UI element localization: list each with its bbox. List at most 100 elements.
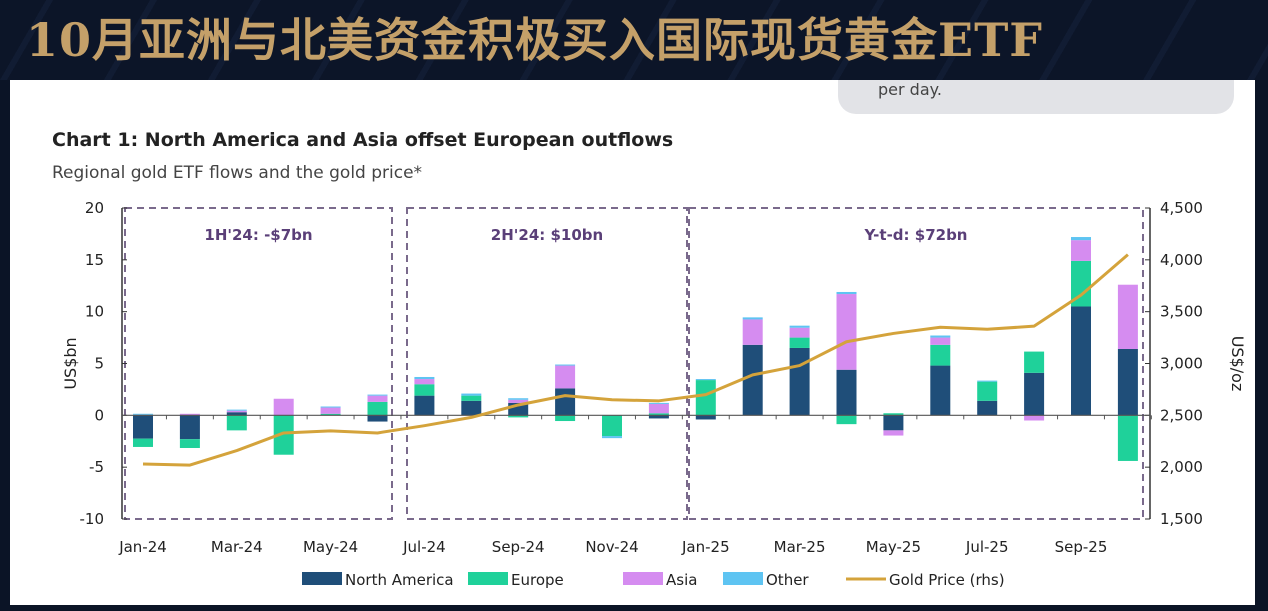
bar-other <box>461 393 482 396</box>
bar-europe <box>836 415 857 425</box>
x-tick-label: Sep-24 <box>492 538 545 556</box>
chart-title: Chart 1: North America and Asia offset E… <box>52 129 674 151</box>
legend-label: Other <box>766 571 809 589</box>
y-tick-label: -5 <box>89 458 104 476</box>
legend-swatch <box>302 572 342 585</box>
bar-asia <box>930 337 951 345</box>
y2-tick-label: 2,500 <box>1160 406 1203 424</box>
bar-north-america <box>226 412 247 416</box>
bar-north-america <box>883 415 904 431</box>
bar-asia <box>883 430 904 436</box>
legend-swatch <box>623 572 663 585</box>
bar-europe <box>789 337 810 348</box>
bar-asia <box>508 399 529 403</box>
x-tick-label: Mar-24 <box>211 538 263 556</box>
bar-europe <box>930 344 951 366</box>
bar-other <box>133 413 153 415</box>
y-tick-label: 20 <box>85 199 104 217</box>
legend-item: Other <box>723 571 809 589</box>
bar-europe <box>555 415 576 422</box>
y-tick-label: -10 <box>80 510 105 528</box>
legend-item: Asia <box>623 571 697 589</box>
bar-north-america <box>742 344 763 416</box>
period-box <box>124 207 393 520</box>
y2-tick-label: 4,500 <box>1160 199 1203 217</box>
legend-label: Asia <box>666 571 697 589</box>
bar-north-america <box>555 388 576 416</box>
y2-axis-label: US$/oz <box>1228 336 1247 392</box>
bar-north-america <box>179 415 200 440</box>
bar-europe <box>1071 260 1091 307</box>
y-axis-label: US$bn <box>61 337 80 389</box>
bar-asia <box>648 403 669 414</box>
bar-europe <box>179 439 200 448</box>
legend-item: North America <box>302 571 454 589</box>
bar-asia <box>367 395 388 402</box>
bar-europe <box>883 413 904 416</box>
bar-north-america <box>414 395 435 416</box>
bar-europe <box>367 401 388 416</box>
period-box <box>406 207 688 520</box>
bar-asia <box>226 410 247 413</box>
bar-north-america <box>133 415 153 439</box>
bar-north-america <box>695 415 716 420</box>
bar-other <box>789 325 810 328</box>
legend-label: Europe <box>511 571 564 589</box>
bar-europe <box>602 415 622 437</box>
x-tick-label: Nov-24 <box>585 538 638 556</box>
bar-other <box>1071 237 1091 241</box>
bar-europe <box>695 380 716 416</box>
bar-europe <box>1117 415 1138 461</box>
bar-asia <box>789 327 810 338</box>
bar-asia <box>1117 284 1138 349</box>
legend-label: Gold Price (rhs) <box>889 571 1005 589</box>
bar-europe <box>320 413 341 416</box>
bar-north-america <box>977 400 998 416</box>
bar-other <box>836 291 857 295</box>
bar-other <box>367 394 388 396</box>
x-tick-label: May-25 <box>866 538 921 556</box>
bar-other <box>414 376 435 380</box>
chart-subtitle: Regional gold ETF flows and the gold pri… <box>52 163 423 183</box>
banner-title: 10月亚洲与北美资金积极买入国际现货黄金ETF <box>26 13 1043 67</box>
bubble-text: per day. <box>878 80 942 99</box>
y2-tick-label: 1,500 <box>1160 510 1203 528</box>
legend-label: North America <box>345 571 454 589</box>
x-tick-label: Jul-24 <box>402 538 446 556</box>
bar-asia <box>555 365 576 389</box>
y2-tick-label: 4,000 <box>1160 251 1203 269</box>
bar-asia <box>836 294 857 370</box>
banner: 10月亚洲与北美资金积极买入国际现货黄金ETF <box>0 0 1268 80</box>
period-box <box>688 207 1144 520</box>
x-tick-label: Sep-25 <box>1055 538 1108 556</box>
y-tick-label: 10 <box>85 303 104 321</box>
bar-north-america <box>1024 372 1045 416</box>
y-tick-label: 15 <box>85 251 104 269</box>
x-tick-label: Jan-25 <box>681 538 730 556</box>
bar-north-america <box>836 369 857 416</box>
x-tick-label: Jul-25 <box>965 538 1009 556</box>
bar-north-america <box>367 415 388 422</box>
bar-north-america <box>1117 348 1138 416</box>
period-annotation: 1H'24: -$7bn <box>204 226 312 244</box>
bar-other <box>602 436 622 439</box>
bar-other <box>555 364 576 366</box>
bar-asia <box>1071 240 1091 261</box>
bar-asia <box>742 319 763 345</box>
period-annotation: 2H'24: $10bn <box>491 226 603 244</box>
bar-other <box>930 335 951 338</box>
legend-swatch <box>723 572 763 585</box>
legend-item: Gold Price (rhs) <box>846 571 1005 589</box>
bar-europe <box>273 415 294 455</box>
bar-north-america <box>1071 306 1091 416</box>
bar-other <box>226 409 247 411</box>
chart-card: per day. Chart 1: North America and Asia… <box>10 80 1255 605</box>
message-bubble: per day. <box>838 80 1234 114</box>
x-tick-label: Mar-25 <box>774 538 826 556</box>
bar-europe <box>133 438 153 447</box>
y-tick-label: 5 <box>94 355 104 373</box>
bar-other <box>742 317 763 320</box>
gold-price-line <box>142 253 1129 467</box>
bar-asia <box>179 413 200 416</box>
legend-item: Europe <box>468 571 564 589</box>
